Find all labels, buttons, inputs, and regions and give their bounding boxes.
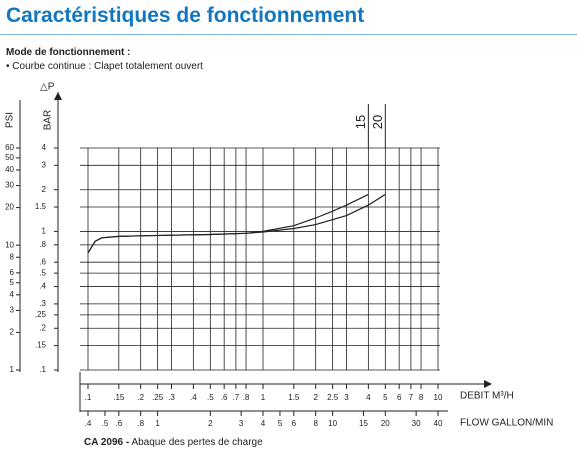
y-tick-label: .8: [39, 240, 46, 249]
caption-text: Abaque des pertes de charge: [131, 437, 263, 448]
x-tick-label: .15: [113, 393, 125, 402]
x-tick-label: .25: [152, 393, 164, 402]
x2-label: FLOW GALLON/MIN: [460, 418, 553, 429]
y2-tick-label: 8: [10, 252, 15, 261]
x-tick-label: 1.5: [288, 393, 300, 402]
caption: CA 2096 - Abaque des pertes de charge: [84, 437, 263, 448]
y-tick-label: 1: [42, 227, 47, 236]
x2-tick-label: 40: [434, 419, 443, 428]
x2-tick-label: 15: [359, 419, 368, 428]
y2-tick-label: 50: [5, 153, 14, 162]
y2-tick-label: 20: [5, 203, 14, 212]
x2-tick-label: 1: [155, 419, 160, 428]
x-tick-label: .7: [233, 393, 240, 402]
series-line: [87, 193, 386, 254]
x-tick-label: .8: [243, 393, 250, 402]
y2-tick-label: 60: [5, 143, 14, 152]
caption-code: CA 2096 -: [84, 437, 130, 448]
y-tick-label: 3: [42, 160, 47, 169]
axis-arrow: [484, 380, 492, 388]
x-label: DEBIT M³/H: [460, 391, 514, 402]
x-tick-label: 4: [366, 393, 371, 402]
y-tick-label: 1.5: [35, 202, 47, 211]
x2-tick-label: 3: [239, 419, 244, 428]
x-tick-label: 7: [409, 393, 414, 402]
y-tick-label: .4: [39, 282, 46, 291]
y-tick-label: .15: [35, 341, 47, 350]
page-title: Caractéristiques de fonctionnement: [6, 4, 365, 27]
x-tick-label: 3: [344, 393, 349, 402]
y2-tick-label: 5: [10, 278, 15, 287]
y2-tick-label: 4: [10, 290, 15, 299]
x-tick-label: 6: [397, 393, 402, 402]
series-line: [87, 193, 369, 254]
mode-note: • Courbe continue : Clapet totalement ou…: [6, 61, 203, 72]
y2-tick-label: 10: [5, 240, 14, 249]
x-tick-label: .1: [85, 393, 92, 402]
x2-tick-label: 8: [313, 419, 318, 428]
series-label: 15: [353, 115, 368, 129]
x2-tick-label: .4: [85, 419, 92, 428]
axis-arrow: [54, 92, 62, 100]
y2-tick-label: 30: [5, 181, 14, 190]
x-tick-label: 1: [261, 393, 266, 402]
y2-tick-label: 3: [10, 306, 15, 315]
x-tick-label: 8: [419, 393, 424, 402]
y-tick-label: .25: [35, 310, 47, 319]
y2-tick-label: 2: [10, 328, 15, 337]
y-tick-label: .3: [39, 299, 46, 308]
title-rule: [0, 34, 577, 35]
x2-tick-label: .5: [102, 419, 109, 428]
y2-label: PSI: [5, 112, 16, 128]
x-tick-label: .3: [168, 393, 175, 402]
x2-tick-label: 20: [381, 419, 390, 428]
x2-tick-label: 4: [261, 419, 266, 428]
x-tick-label: .2: [137, 393, 144, 402]
y-tick-label: .1: [39, 365, 46, 374]
x2-tick-label: 2: [208, 419, 213, 428]
x-tick-label: .5: [207, 393, 214, 402]
x2-tick-label: 6: [292, 419, 297, 428]
x-tick-label: 2: [313, 393, 318, 402]
x-tick-label: 10: [434, 393, 443, 402]
x-tick-label: .6: [221, 393, 228, 402]
y-tick-label: 4: [42, 143, 47, 152]
y-tick-label: .2: [39, 323, 46, 332]
y2-tick-label: 40: [5, 165, 14, 174]
y-title: △P: [40, 82, 55, 93]
x2-tick-label: .8: [137, 419, 144, 428]
series-label: 20: [370, 115, 385, 129]
y-tick-label: .5: [39, 268, 46, 277]
x-tick-label: 2.5: [327, 393, 339, 402]
x2-tick-label: 10: [328, 419, 337, 428]
y-tick-label: .6: [39, 257, 46, 266]
y2-tick-label: 6: [10, 268, 15, 277]
x-tick-label: .4: [190, 393, 197, 402]
x-tick-label: 5: [383, 393, 388, 402]
x2-tick-label: .6: [115, 419, 122, 428]
y-tick-label: 2: [42, 185, 47, 194]
y2-tick-label: 1: [10, 365, 15, 374]
y-label: BAR: [43, 110, 54, 131]
mode-label: Mode de fonctionnement :: [6, 47, 131, 58]
x2-tick-label: 5: [278, 419, 283, 428]
x2-tick-label: 30: [412, 419, 421, 428]
